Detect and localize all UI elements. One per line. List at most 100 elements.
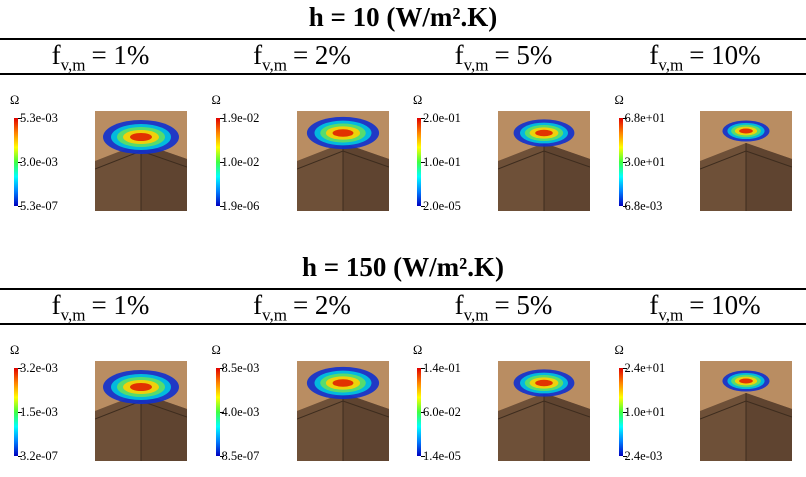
colorbar-tick — [421, 368, 425, 369]
column-header: fv,m = 2% — [202, 290, 403, 325]
symbol: f — [649, 290, 659, 320]
header-text: = 2% — [292, 40, 351, 70]
colorbar-label: Ω — [614, 93, 624, 107]
column-header: fv,m = 1% — [0, 290, 201, 325]
colorbar-tick-label: 1.4e-01 — [423, 361, 461, 375]
colorbar-tick-label: 5.3e-03 — [20, 111, 58, 125]
colorbar-tick-label: 6.8e-03 — [624, 199, 663, 213]
colorbar-tick-label: 3.2e-07 — [20, 449, 58, 463]
colorbar-tick-label: 3.0e+01 — [624, 155, 666, 169]
simulation-image — [296, 361, 389, 461]
colorbar-label: Ω — [10, 343, 20, 357]
colorbar-tick-label: 1.0e-01 — [423, 155, 461, 169]
panel-title: h = 10 (W/m².K) — [308, 2, 498, 32]
rule — [0, 73, 806, 75]
colorbar-tick — [421, 206, 425, 207]
colorbar-tick — [18, 368, 22, 369]
colorbar-tick-label: 2.0e-05 — [423, 199, 461, 213]
colorbar-tick-label: 1.9e-06 — [221, 199, 260, 213]
simulation-image — [498, 111, 590, 211]
colorbar-tick-label: 2.4e-03 — [624, 449, 663, 463]
column-header: fv,m = 5% — [403, 290, 604, 325]
header-text: = 10% — [689, 40, 761, 70]
symbol: f — [253, 40, 263, 70]
colorbar-tick-label: 2.0e-01 — [423, 111, 461, 125]
colorbar-tick — [622, 412, 627, 413]
colorbar-tick — [219, 118, 224, 119]
column-header: fv,m = 10% — [605, 40, 806, 75]
colorbar-tick — [622, 162, 627, 163]
colorbar-tick — [622, 118, 627, 119]
colorbar-tick-label: 1.5e-03 — [20, 405, 58, 419]
colorbar-tick-label: 8.5e-03 — [221, 361, 260, 375]
colorbar-tick — [421, 118, 425, 119]
simulation-image — [296, 111, 389, 211]
colorbar — [14, 368, 18, 456]
colorbar-tick-label: 6.0e-02 — [423, 405, 461, 419]
subscript: v,m — [60, 55, 86, 75]
header-text: = 5% — [494, 290, 553, 320]
colorbar — [417, 368, 421, 456]
colorbar-tick-label: 4.0e-03 — [221, 405, 260, 419]
colorbar-tick-label: 1.9e-02 — [221, 111, 260, 125]
subscript: v,m — [262, 305, 287, 325]
rule — [0, 38, 806, 40]
header-text: = 1% — [91, 290, 150, 320]
colorbar-label: Ω — [211, 93, 221, 107]
colorbar-label: Ω — [614, 343, 624, 357]
colorbar-tick — [18, 412, 22, 413]
colorbar-tick-label: 8.5e-07 — [221, 449, 260, 463]
colorbar-tick — [18, 456, 22, 457]
subscript: v,m — [60, 305, 86, 325]
column-header: fv,m = 1% — [0, 40, 201, 75]
symbol: f — [51, 40, 61, 70]
colorbar — [417, 118, 421, 206]
subscript: v,m — [262, 55, 287, 75]
colorbar-tick-label: 1.4e-05 — [423, 449, 461, 463]
header-text: = 10% — [689, 290, 761, 320]
colorbar-tick — [219, 162, 224, 163]
colorbar-label: Ω — [10, 93, 20, 107]
colorbar-tick — [219, 206, 224, 207]
colorbar-tick — [622, 206, 627, 207]
symbol: f — [454, 40, 464, 70]
subscript: v,m — [658, 305, 684, 325]
colorbar — [618, 118, 623, 206]
colorbar-label: Ω — [413, 343, 423, 357]
symbol: f — [454, 290, 464, 320]
colorbar — [215, 118, 220, 206]
symbol: f — [253, 290, 263, 320]
subscript: v,m — [658, 55, 684, 75]
colorbar-tick — [18, 118, 22, 119]
colorbar-tick — [421, 412, 425, 413]
column-header: fv,m = 2% — [202, 40, 403, 75]
colorbar-tick-label: 3.2e-03 — [20, 361, 58, 375]
colorbar-tick-label: 1.0e+01 — [624, 405, 666, 419]
colorbar-tick — [219, 368, 224, 369]
subscript: v,m — [463, 55, 489, 75]
symbol: f — [51, 290, 61, 320]
symbol: f — [649, 40, 659, 70]
colorbar-tick-label: 3.0e-03 — [20, 155, 58, 169]
column-header: fv,m = 10% — [605, 290, 806, 325]
colorbar-tick — [622, 368, 627, 369]
colorbar-tick-label: 5.3e-07 — [20, 199, 58, 213]
subscript: v,m — [463, 305, 489, 325]
panel-title: h = 150 (W/m².K) — [302, 252, 504, 282]
simulation-image — [498, 361, 590, 461]
header-text: = 1% — [91, 40, 150, 70]
colorbar — [14, 118, 18, 206]
colorbar-tick — [622, 456, 627, 457]
simulation-image — [699, 111, 792, 211]
colorbar-label: Ω — [211, 343, 221, 357]
colorbar-tick — [18, 206, 22, 207]
colorbar-tick — [421, 162, 425, 163]
simulation-image — [699, 361, 792, 461]
colorbar-tick-label: 6.8e+01 — [624, 111, 666, 125]
simulation-image — [95, 361, 187, 461]
header-text: = 5% — [494, 40, 553, 70]
colorbar-tick — [219, 412, 224, 413]
colorbar-label: Ω — [413, 93, 423, 107]
colorbar-tick-label: 1.0e-02 — [221, 155, 260, 169]
colorbar-tick — [219, 456, 224, 457]
